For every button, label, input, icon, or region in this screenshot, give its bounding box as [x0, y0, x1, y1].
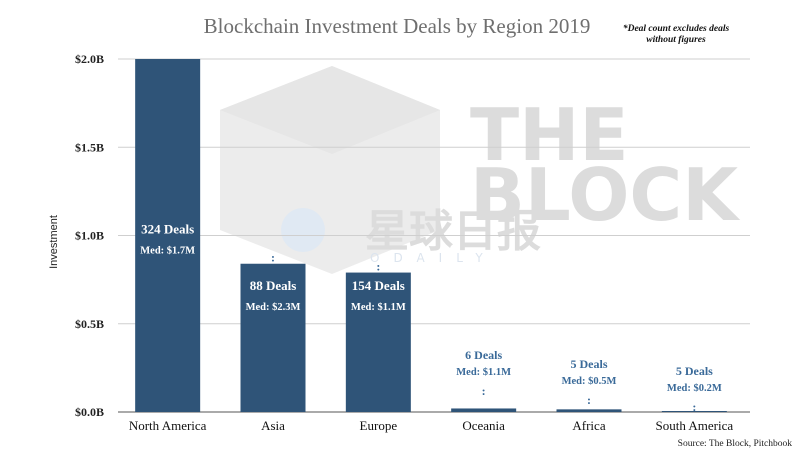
bar	[661, 411, 727, 412]
y-axis-ticks: $0.0B $0.5B $1.0B $1.5B $2.0B	[75, 52, 104, 419]
dots-marker: :	[376, 260, 380, 274]
bar	[135, 59, 201, 412]
y-axis-label: Investment	[48, 215, 60, 269]
dots-marker: :	[271, 251, 275, 265]
bar	[451, 408, 517, 412]
dots-marker: :	[692, 400, 696, 414]
median-label: Med: $2.3M	[246, 302, 301, 313]
deal-count-label: 88 Deals	[250, 278, 297, 293]
deal-count-label: 6 Deals	[465, 348, 502, 362]
chart-title: Blockchain Investment Deals by Region 20…	[204, 14, 591, 38]
watermark-cube-face	[220, 66, 440, 154]
watermark-brand-line2: BLOCK	[470, 153, 740, 237]
median-label: Med: $1.1M	[351, 302, 406, 313]
watermark-logo-icon	[281, 208, 325, 252]
chart-note-line2: without figures	[646, 35, 706, 45]
median-label: Med: $0.2M	[667, 383, 722, 394]
x-category-label: Africa	[572, 418, 605, 433]
x-axis-categories: North America Asia Europe Oceania Africa Sout…	[129, 418, 734, 433]
deal-count-label: 324 Deals	[141, 222, 194, 237]
dots-marker: :	[587, 393, 591, 407]
watermark-sub: ODAILY	[370, 251, 497, 265]
y-tick-label: $1.5B	[75, 140, 104, 154]
x-category-label: South America	[656, 418, 734, 433]
grid	[118, 58, 750, 413]
watermark: THE BLOCK 星球日报 ODAILY	[220, 66, 740, 274]
watermark-cn: 星球日报	[365, 206, 541, 257]
x-category-label: Asia	[261, 418, 285, 433]
watermark-brand-line1: THE	[470, 93, 629, 177]
x-category-label: Oceania	[462, 418, 505, 433]
x-category-label: Europe	[360, 418, 398, 433]
deal-count-label: 5 Deals	[571, 357, 608, 371]
dots-marker: :	[482, 384, 486, 398]
chart-note-line1: *Deal count excludes deals	[623, 23, 730, 34]
median-label: Med: $0.5M	[562, 376, 617, 387]
bars	[135, 59, 727, 412]
median-label: Med: $1.7M	[140, 246, 195, 257]
x-category-label: North America	[129, 418, 207, 433]
bar	[345, 272, 411, 412]
source-note: Source: The Block, Pitchbook	[678, 439, 793, 449]
bar-labels: 324 Deals Med: $1.7M 88 Deals Med: $2.3M: 15…	[140, 222, 722, 415]
y-tick-label: $2.0B	[75, 52, 104, 66]
bar	[240, 263, 306, 412]
y-tick-label: $1.0B	[75, 229, 104, 243]
bar	[556, 409, 622, 412]
deal-count-label: 154 Deals	[352, 278, 405, 293]
deal-count-label: 5 Deals	[676, 364, 713, 378]
y-tick-label: $0.0B	[75, 405, 104, 419]
y-tick-label: $0.5B	[75, 317, 104, 331]
median-label: Med: $1.1M	[456, 367, 511, 378]
